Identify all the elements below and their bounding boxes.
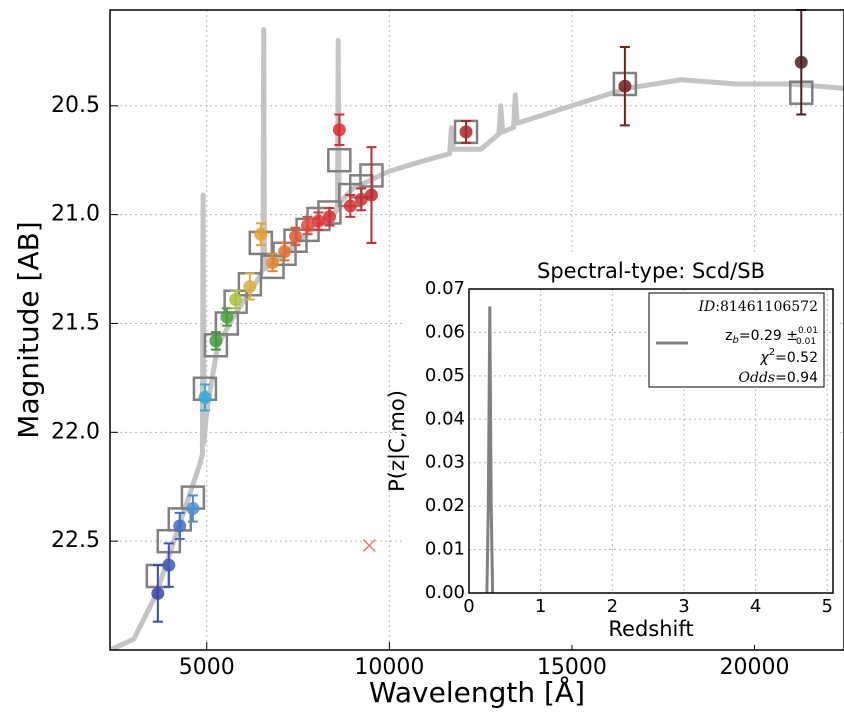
legend-part: =0.94 xyxy=(775,370,818,386)
y-tick-label: 20.5 xyxy=(51,93,100,118)
y-axis-label: Magnitude [AB] xyxy=(12,221,45,438)
data-point xyxy=(354,192,368,206)
legend-text: Odds=0.94 xyxy=(739,370,819,386)
data-point xyxy=(220,310,234,324)
data-point xyxy=(254,227,268,241)
data-point xyxy=(322,210,336,224)
y-tick-label: 0.05 xyxy=(425,365,465,386)
data-point xyxy=(173,519,187,533)
x-tick-label: 3 xyxy=(678,596,689,617)
x-tick-label: 4 xyxy=(750,596,761,617)
data-point xyxy=(151,586,165,600)
legend-text: χ2=0.52 xyxy=(759,347,818,366)
y-tick-label: 0.03 xyxy=(425,452,465,473)
legend-part: z xyxy=(725,328,732,344)
x-tick-label: 0 xyxy=(463,596,474,617)
data-point xyxy=(243,279,257,293)
data-point xyxy=(301,219,315,233)
legend-part: Odds xyxy=(739,370,776,386)
data-point xyxy=(364,188,378,202)
x-tick-label: 5000 xyxy=(179,655,235,680)
pdf-line xyxy=(485,306,495,594)
data-point xyxy=(198,390,212,404)
y-tick-label: 21.5 xyxy=(51,310,100,335)
outlier-marker xyxy=(362,538,376,553)
x-tick-label: 15000 xyxy=(537,655,607,680)
data-point xyxy=(278,245,292,259)
legend-part: χ xyxy=(759,350,769,366)
legend-part: =0.29 ± xyxy=(739,328,798,344)
x-tick-label: 10000 xyxy=(354,655,424,680)
data-point xyxy=(312,214,326,228)
y-tick-label: 0.06 xyxy=(425,321,465,342)
legend-text: ID:81461106572 xyxy=(698,299,818,315)
legend-box xyxy=(648,292,825,388)
data-point xyxy=(162,558,176,572)
inset-frame xyxy=(468,288,834,594)
data-point xyxy=(343,199,357,213)
data-point xyxy=(289,229,303,243)
y-tick-label: 21.0 xyxy=(51,202,100,227)
legend-part: b xyxy=(733,335,739,346)
legend-part: 0.01 xyxy=(798,326,818,336)
inset-x-label: Redshift xyxy=(608,617,693,641)
y-tick-label: 0.01 xyxy=(425,539,465,560)
y-tick-label: 0.00 xyxy=(425,582,465,603)
y-tick-label: 0.04 xyxy=(425,408,465,429)
data-point xyxy=(794,55,808,69)
legend-text: zb=0.29 ±0.01 0.01 xyxy=(725,326,818,347)
legend-part: 2 xyxy=(769,347,775,358)
data-point xyxy=(266,256,280,270)
x-tick-label: 1 xyxy=(535,596,546,617)
data-point xyxy=(209,334,223,348)
legend-part: :81461106572 xyxy=(715,299,818,315)
data-point xyxy=(229,293,243,307)
x-tick-label: 5 xyxy=(822,596,833,617)
y-tick-label: 0.02 xyxy=(425,495,465,516)
axes-frame xyxy=(109,9,844,651)
y-tick-label: 22.0 xyxy=(51,419,100,444)
legend-part: =0.52 xyxy=(775,350,818,366)
x-axis-label: Wavelength [Å] xyxy=(369,675,585,709)
data-point xyxy=(332,123,346,137)
inset-y-label: P(z|C,mo) xyxy=(385,390,410,492)
data-point xyxy=(186,502,200,516)
main-plot: 5000 10000 15000 20000 20.5 21.0 21.5 22.0 22.5 W… xyxy=(12,9,844,709)
y-tick-label: 0.07 xyxy=(425,278,465,299)
x-tick-label: 20000 xyxy=(720,655,790,680)
y-tick-label: 22.5 xyxy=(51,528,100,553)
legend-part: ID xyxy=(698,299,716,315)
data-point xyxy=(618,79,632,93)
inset-plot: 0 1 2 3 4 5 0.00 0.01 0.02 0.03 0.04 0.05 0.06 0.07 Sp… xyxy=(385,255,840,645)
inset-title: Spectral-type: Scd/SB xyxy=(537,259,765,283)
data-point xyxy=(459,125,473,139)
legend-part: 0.01 xyxy=(796,337,816,347)
x-tick-label: 2 xyxy=(607,596,618,617)
model-box xyxy=(327,147,352,173)
